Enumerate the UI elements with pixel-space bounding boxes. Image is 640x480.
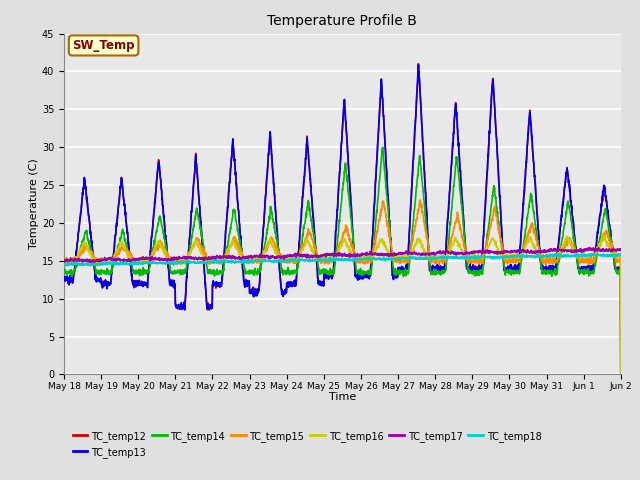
TC_temp12 — [508, 266, 516, 272]
TC_temp16 — [348, 251, 356, 256]
TC_temp12 — [212, 285, 220, 291]
TC_temp12 — [617, 372, 625, 377]
TC_temp18 — [60, 262, 68, 267]
TC_temp14 — [508, 270, 516, 276]
TC_temp17 — [508, 249, 516, 255]
TC_temp13 — [593, 239, 600, 245]
TC_temp15 — [417, 197, 424, 203]
TC_temp14 — [617, 372, 625, 377]
TC_temp13 — [164, 255, 172, 261]
Legend: TC_temp12, TC_temp13, TC_temp14, TC_temp15, TC_temp16, TC_temp17, TC_temp18: TC_temp12, TC_temp13, TC_temp14, TC_temp… — [69, 427, 545, 461]
Title: Temperature Profile B: Temperature Profile B — [268, 14, 417, 28]
TC_temp14 — [60, 271, 68, 276]
TC_temp18 — [86, 263, 93, 269]
TC_temp16 — [406, 253, 413, 259]
TC_temp12 — [593, 240, 600, 246]
TC_temp17 — [617, 246, 625, 252]
TC_temp17 — [586, 245, 593, 251]
TC_temp14 — [593, 255, 600, 261]
Y-axis label: Temperature (C): Temperature (C) — [29, 158, 39, 250]
TC_temp16 — [601, 233, 609, 239]
TC_temp15 — [212, 258, 220, 264]
TC_temp16 — [60, 259, 68, 264]
TC_temp15 — [348, 241, 356, 247]
TC_temp14 — [164, 252, 172, 258]
TC_temp18 — [348, 256, 356, 262]
TC_temp14 — [212, 269, 220, 275]
TC_temp13 — [60, 274, 68, 280]
TC_temp16 — [164, 256, 172, 262]
TC_temp12 — [406, 224, 413, 230]
TC_temp18 — [212, 259, 220, 264]
TC_temp13 — [617, 372, 625, 378]
TC_temp17 — [406, 250, 414, 255]
TC_temp12 — [164, 255, 172, 261]
TC_temp16 — [508, 252, 515, 258]
TC_temp17 — [212, 254, 220, 260]
Line: TC_temp13: TC_temp13 — [64, 65, 621, 375]
TC_temp16 — [212, 258, 220, 264]
TC_temp15 — [508, 257, 516, 263]
TC_temp17 — [79, 260, 86, 265]
TC_temp13 — [508, 267, 516, 273]
TC_temp15 — [60, 262, 68, 267]
TC_temp12 — [60, 274, 68, 280]
TC_temp13 — [348, 214, 356, 219]
X-axis label: Time: Time — [329, 393, 356, 402]
TC_temp16 — [593, 249, 600, 255]
TC_temp15 — [593, 252, 600, 258]
TC_temp17 — [593, 248, 601, 253]
TC_temp15 — [617, 372, 625, 377]
TC_temp13 — [415, 62, 422, 68]
TC_temp18 — [508, 253, 516, 259]
TC_temp12 — [415, 61, 422, 67]
TC_temp15 — [406, 252, 413, 257]
TC_temp16 — [617, 372, 625, 377]
TC_temp14 — [406, 255, 414, 261]
Line: TC_temp18: TC_temp18 — [64, 253, 621, 266]
Line: TC_temp15: TC_temp15 — [64, 200, 621, 374]
Text: SW_Temp: SW_Temp — [72, 39, 135, 52]
TC_temp17 — [348, 253, 356, 259]
Line: TC_temp17: TC_temp17 — [64, 248, 621, 263]
TC_temp13 — [212, 282, 220, 288]
TC_temp17 — [60, 257, 68, 263]
Line: TC_temp14: TC_temp14 — [64, 147, 621, 374]
Line: TC_temp12: TC_temp12 — [64, 64, 621, 374]
TC_temp18 — [617, 252, 625, 257]
TC_temp18 — [588, 251, 596, 256]
TC_temp18 — [593, 252, 601, 258]
TC_temp14 — [379, 144, 387, 150]
TC_temp13 — [406, 224, 413, 230]
Line: TC_temp16: TC_temp16 — [64, 236, 621, 374]
TC_temp15 — [164, 252, 172, 258]
TC_temp18 — [406, 255, 414, 261]
TC_temp14 — [348, 223, 356, 229]
TC_temp12 — [348, 214, 356, 220]
TC_temp17 — [164, 257, 172, 263]
TC_temp18 — [164, 260, 172, 265]
